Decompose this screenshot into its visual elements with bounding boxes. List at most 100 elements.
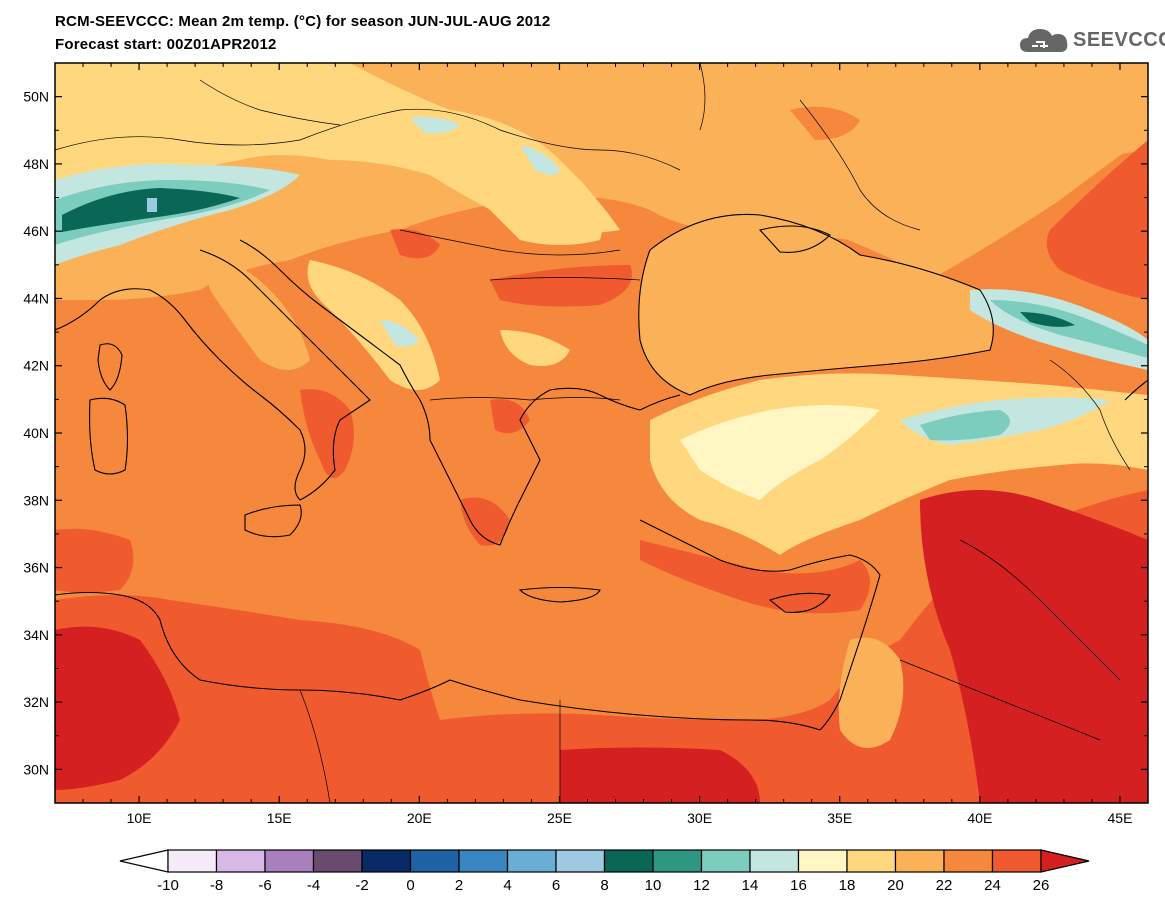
longitude-axis: 10E 15E 20E 25E 30E 35E 40E 45E [54, 63, 1149, 826]
lon-label: 20E [407, 810, 432, 826]
region-wallachia-hot [490, 265, 632, 307]
region-italy-warm [200, 250, 310, 370]
colorbar-bin [409, 849, 460, 873]
coast-crete [518, 586, 601, 603]
border-ukraine-russia [799, 99, 921, 231]
region-mesopotamia-hottest [920, 490, 1148, 803]
region-alps-peak [147, 198, 157, 212]
colorbar-bin [555, 849, 606, 873]
border-tunisia-libya [299, 689, 331, 803]
lat-label: 44N [23, 290, 49, 306]
lat-label: 36N [23, 560, 49, 576]
lat-label: 38N [23, 492, 49, 508]
temperature-field [55, 63, 1148, 803]
coast-north-africa [55, 591, 821, 731]
region-egypt-hottest [560, 747, 760, 803]
colorbar-bin [700, 849, 751, 873]
colorbar-bin [991, 849, 1042, 873]
lat-label: 48N [23, 156, 49, 172]
coast-turkey-south [639, 519, 881, 576]
border-romania-bulgaria [489, 277, 641, 281]
colorbar-label: 16 [790, 877, 807, 894]
colorbar-label: -2 [355, 877, 368, 894]
cloud-icon [1020, 29, 1068, 52]
colorbar-bin [167, 849, 218, 873]
colorbar-under-arrow [119, 849, 169, 873]
region-tatra-cool [410, 117, 460, 134]
coast-black-sea [638, 213, 994, 396]
region-levantine-sea-hot [640, 540, 870, 614]
lon-label: 30E [687, 810, 712, 826]
lat-label: 34N [23, 627, 49, 643]
colorbar-label: 24 [984, 877, 1001, 894]
colorbar-bin [264, 849, 315, 873]
map-title: RCM-SEEVCCC: Mean 2m temp. (°C) for seas… [55, 13, 551, 30]
region-balkan-mild [500, 330, 570, 366]
region-carpathians-mild [360, 116, 603, 246]
colorbar-bin [749, 849, 800, 873]
colorbar-bin [797, 849, 848, 873]
region-tunisia-hot [55, 528, 134, 593]
country-borders [55, 63, 1131, 803]
coast-sardinia [89, 397, 129, 475]
lat-label: 30N [23, 761, 49, 777]
colorbar-label: 4 [503, 877, 511, 894]
colorbar-label: -10 [157, 877, 179, 894]
colorbar-label: 26 [1033, 877, 1050, 894]
colorbar-label: 0 [406, 877, 414, 894]
region-levant-mild [838, 637, 904, 748]
region-carpathians-cool [520, 145, 560, 175]
colorbar-over-arrow [1040, 849, 1090, 873]
logo-text: SEEVCCC [1073, 29, 1165, 51]
coast-corsica [97, 343, 123, 391]
coastlines [55, 213, 1148, 731]
colorbar-label: 12 [693, 877, 710, 894]
region-southern-russia-hot [1046, 140, 1148, 300]
region-anatolia-cool [680, 405, 880, 500]
border-armenia-turkey [1049, 359, 1131, 471]
coast-caspian [1124, 379, 1148, 401]
region-sahara-hottest [55, 626, 180, 790]
colorbar-bin [894, 849, 945, 873]
latitude-axis: 30N 32N 34N 36N 38N 40N 42N 44N 46N 48N 50N [23, 62, 1148, 804]
colorbar-bin [506, 849, 557, 873]
colorbar-bin [215, 849, 266, 873]
border-germany-czech [199, 79, 341, 126]
colorbar-bin [652, 849, 703, 873]
colorbar-label: 14 [742, 877, 759, 894]
lat-label: 46N [23, 223, 49, 239]
coast-sicily [244, 504, 302, 538]
lat-label: 32N [23, 694, 49, 710]
region-dinarides-mild [307, 260, 440, 390]
colorbar-label: -4 [307, 877, 320, 894]
lat-label: 50N [23, 89, 49, 105]
colorbar-label: -8 [210, 877, 223, 894]
colorbar-label: 8 [600, 877, 608, 894]
colorbar-bin [361, 849, 412, 873]
colorbar-bin [458, 849, 509, 873]
colorbar-label: -6 [258, 877, 271, 894]
lon-label: 10E [127, 810, 152, 826]
lon-label: 25E [547, 810, 572, 826]
temperature-colorbar: -10 -8 -6 -4 -2 0 2 4 6 8 10 12 14 16 18 20 22 24 26 [119, 849, 1090, 894]
lat-label: 40N [23, 425, 49, 441]
region-thessaly-hot [490, 399, 530, 434]
lon-label: 15E [267, 810, 292, 826]
colorbar-label: 6 [552, 877, 560, 894]
lon-label: 45E [1108, 810, 1133, 826]
border-greece [429, 397, 621, 401]
colorbar-label: 10 [645, 877, 662, 894]
colorbar-label: 22 [936, 877, 953, 894]
lon-label: 40E [967, 810, 992, 826]
border-syria-iraq [959, 539, 1121, 681]
lat-label: 42N [23, 358, 49, 374]
region-peloponnese-hot [460, 497, 510, 546]
coast-balkans [239, 239, 681, 546]
border-hungary-romania [399, 229, 621, 256]
seevccc-logo: SEEVCCC [1018, 24, 1165, 56]
region-calabria-hot [300, 389, 354, 478]
colorbar-bin [312, 849, 363, 873]
colorbar-label: 18 [839, 877, 856, 894]
region-black-sea [638, 214, 994, 395]
